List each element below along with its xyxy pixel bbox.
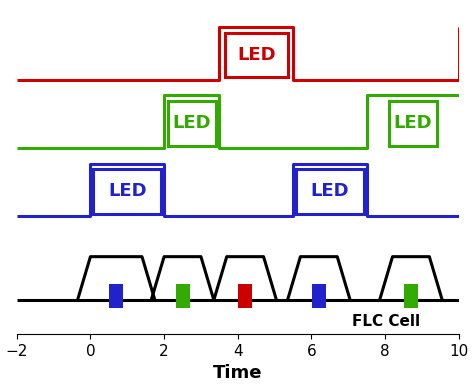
X-axis label: Time: Time (213, 364, 263, 383)
FancyBboxPatch shape (225, 33, 288, 77)
FancyBboxPatch shape (168, 101, 216, 146)
FancyBboxPatch shape (389, 101, 437, 146)
Bar (238, 284, 252, 308)
Bar (312, 284, 326, 308)
FancyBboxPatch shape (296, 169, 364, 214)
Text: LED: LED (108, 182, 146, 201)
Bar (109, 284, 123, 308)
Text: LED: LED (393, 114, 432, 132)
Bar (404, 284, 418, 308)
Text: LED: LED (173, 114, 211, 132)
Bar (175, 284, 190, 308)
Text: LED: LED (310, 182, 349, 201)
FancyBboxPatch shape (93, 169, 161, 214)
Text: LED: LED (237, 46, 275, 64)
Text: FLC Cell: FLC Cell (352, 314, 420, 329)
